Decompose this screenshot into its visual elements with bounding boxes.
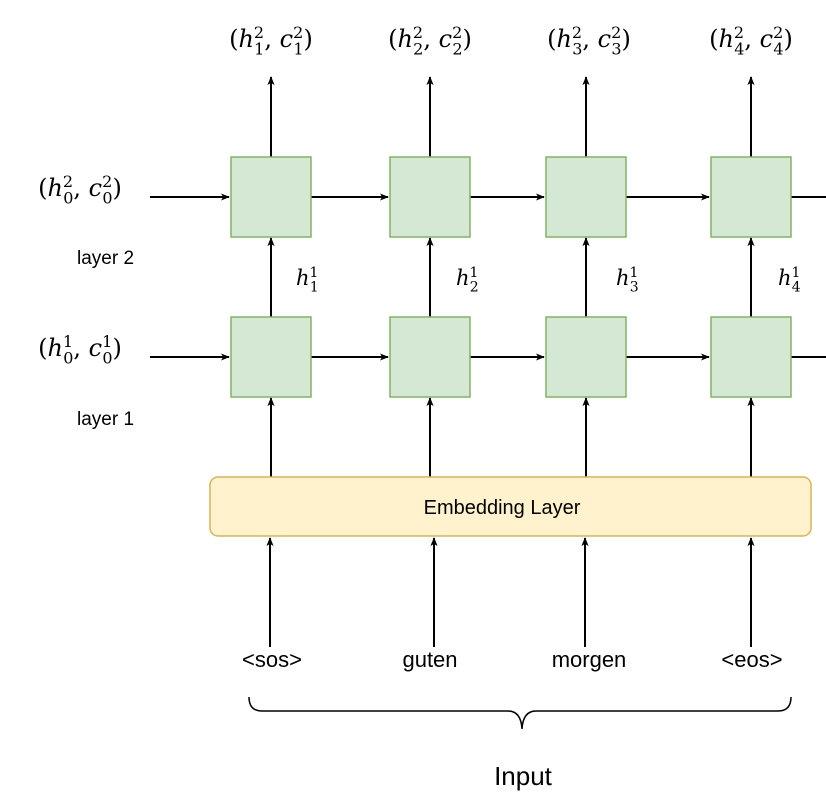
layer-boxes [209, 156, 812, 537]
layer2-cell-3 [545, 156, 627, 238]
hidden-state-4: h1 4 [778, 265, 801, 296]
layer-2-label: layer 2 [77, 248, 134, 269]
layer-1-label: layer 1 [77, 409, 134, 430]
token-1: <sos> [242, 647, 302, 672]
layer1-cell-4 [710, 316, 792, 398]
hidden-state-1: h1 1 [296, 265, 319, 296]
hidden-state-2: h1 2 [456, 265, 479, 296]
input-brace [248, 696, 792, 730]
embedding-layer-box [209, 476, 812, 537]
layer2-cell-4 [710, 156, 792, 238]
connector-lines [150, 76, 826, 730]
token-4: <eos> [721, 647, 782, 672]
output-state-4: (h2 4, c2 4) [709, 23, 793, 59]
output-state-2: (h2 2, c2 2) [388, 23, 472, 59]
output-state-1: (h2 1, c2 1) [229, 23, 313, 59]
hidden-state-3: h1 3 [616, 265, 639, 296]
initial-state-layer2: (h2 0, c2 0) [38, 172, 122, 208]
input-label: Input [494, 761, 553, 791]
layer1-cell-2 [389, 316, 471, 398]
layer1-cell-1 [230, 316, 312, 398]
layer2-cell-1 [230, 156, 312, 238]
embedding-layer-label: Embedding Layer [424, 497, 581, 519]
token-2: guten [402, 647, 457, 672]
layer1-cell-3 [545, 316, 627, 398]
initial-state-layer1: (h1 0, c1 0) [38, 332, 122, 368]
token-3: morgen [552, 647, 627, 672]
output-state-3: (h2 3, c2 3) [547, 23, 631, 59]
labels: layer 2 layer 1 Embedding Layer <sos> gu… [38, 23, 801, 791]
layer2-cell-2 [389, 156, 471, 238]
